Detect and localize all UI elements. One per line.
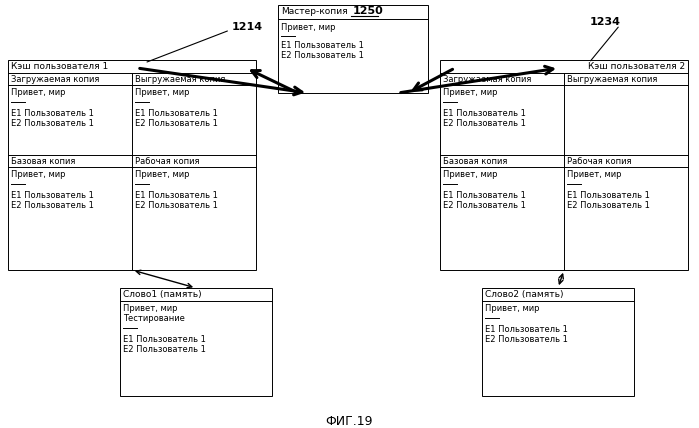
Text: Е2 Пользователь 1: Е2 Пользователь 1 <box>567 201 650 210</box>
Text: Е2 Пользователь 1: Е2 Пользователь 1 <box>485 335 568 344</box>
Text: Е2 Пользователь 1: Е2 Пользователь 1 <box>443 201 526 210</box>
Text: Е2 Пользователь 1: Е2 Пользователь 1 <box>135 119 218 128</box>
Text: Привет, мир: Привет, мир <box>135 170 189 179</box>
Text: Кэш пользователя 1: Кэш пользователя 1 <box>11 62 108 71</box>
Text: Базовая копия: Базовая копия <box>11 157 75 166</box>
Text: Е1 Пользователь 1: Е1 Пользователь 1 <box>281 41 364 50</box>
Text: Е1 Пользователь 1: Е1 Пользователь 1 <box>443 191 526 200</box>
Text: Выгружаемая копия: Выгружаемая копия <box>567 75 657 84</box>
Bar <box>482 288 634 396</box>
Text: Привет, мир: Привет, мир <box>281 23 336 32</box>
Text: 1214: 1214 <box>232 22 263 32</box>
Text: Е1 Пользователь 1: Е1 Пользователь 1 <box>135 191 218 200</box>
Text: Е2 Пользователь 1: Е2 Пользователь 1 <box>281 51 364 60</box>
Text: Привет, мир: Привет, мир <box>567 170 621 179</box>
Text: Привет, мир: Привет, мир <box>123 304 178 313</box>
Bar <box>8 60 256 270</box>
Text: Е1 Пользователь 1: Е1 Пользователь 1 <box>11 191 94 200</box>
Text: Привет, мир: Привет, мир <box>11 88 66 97</box>
Text: Привет, мир: Привет, мир <box>443 170 498 179</box>
Text: Е2 Пользователь 1: Е2 Пользователь 1 <box>123 345 206 354</box>
Text: Привет, мир: Привет, мир <box>485 304 540 313</box>
Text: Привет, мир: Привет, мир <box>135 88 189 97</box>
Text: Е1 Пользователь 1: Е1 Пользователь 1 <box>11 109 94 118</box>
Text: Е1 Пользователь 1: Е1 Пользователь 1 <box>135 109 218 118</box>
Text: Е2 Пользователь 1: Е2 Пользователь 1 <box>135 201 218 210</box>
Text: Е1 Пользователь 1: Е1 Пользователь 1 <box>443 109 526 118</box>
Text: Е1 Пользователь 1: Е1 Пользователь 1 <box>123 335 206 344</box>
Bar <box>120 288 272 396</box>
Text: Е2 Пользователь 1: Е2 Пользователь 1 <box>11 119 94 128</box>
Text: Кэш пользователя 2: Кэш пользователя 2 <box>588 62 685 71</box>
Text: Е1 Пользователь 1: Е1 Пользователь 1 <box>567 191 650 200</box>
Text: Слово1 (память): Слово1 (память) <box>123 290 201 299</box>
Text: Тестирование: Тестирование <box>123 314 185 323</box>
Text: Мастер-копия: Мастер-копия <box>281 7 347 16</box>
Text: Рабочая копия: Рабочая копия <box>567 157 631 166</box>
Text: 1250: 1250 <box>353 6 384 16</box>
Text: Выгружаемая копия: Выгружаемая копия <box>135 75 225 84</box>
Text: Привет, мир: Привет, мир <box>11 170 66 179</box>
Text: Е1 Пользователь 1: Е1 Пользователь 1 <box>485 325 568 334</box>
Text: Загружаемая копия: Загружаемая копия <box>11 75 99 84</box>
Text: Е2 Пользователь 1: Е2 Пользователь 1 <box>443 119 526 128</box>
Text: Привет, мир: Привет, мир <box>443 88 498 97</box>
Text: Рабочая копия: Рабочая копия <box>135 157 199 166</box>
Text: 1234: 1234 <box>590 17 621 27</box>
Text: Слово2 (память): Слово2 (память) <box>485 290 563 299</box>
Text: Е2 Пользователь 1: Е2 Пользователь 1 <box>11 201 94 210</box>
Text: Загружаемая копия: Загружаемая копия <box>443 75 531 84</box>
Text: Базовая копия: Базовая копия <box>443 157 507 166</box>
Text: ФИГ.19: ФИГ.19 <box>325 415 373 428</box>
Bar <box>278 5 428 93</box>
Bar <box>440 60 688 270</box>
